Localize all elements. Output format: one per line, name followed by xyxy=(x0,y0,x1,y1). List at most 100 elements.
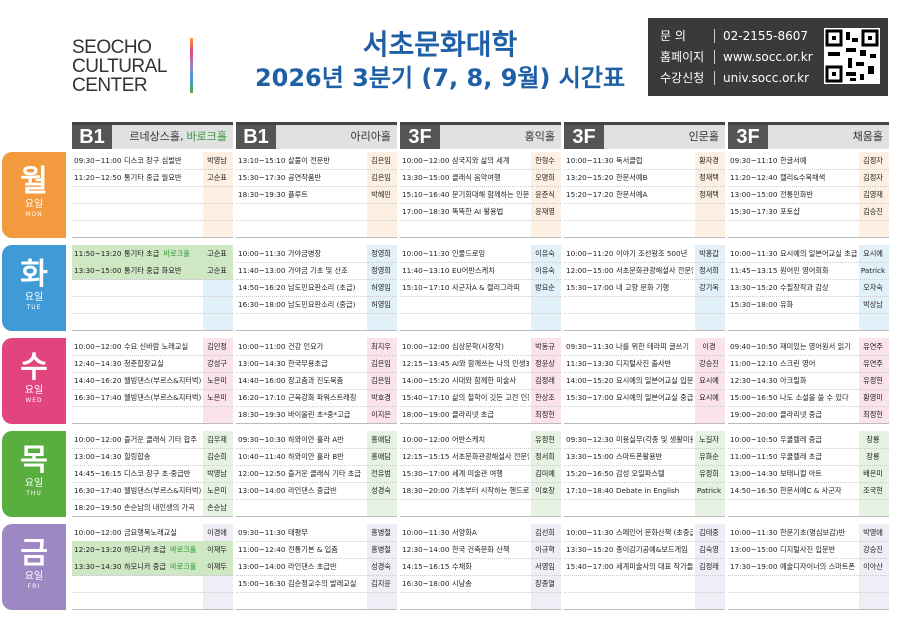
teacher-strip xyxy=(203,152,233,237)
session: 15:40~17:00 세계미술사의 대표 작가들 김정래 xyxy=(564,558,725,576)
day-cell: 10:00~12:00 수요 신바람 노래교실 김민정 12:40~14:30 청춘합창… xyxy=(72,338,233,424)
session: 13:30~15:00 스마트폰활용반 유화순 xyxy=(564,448,725,466)
title-block: 서초문화대학 2026년 3분기 (7, 8, 9월) 시간표 xyxy=(250,28,630,94)
session-title: 아크릴화 xyxy=(780,376,807,385)
session-time: 14:15~16:15 xyxy=(402,562,450,571)
session-teacher: 이아산 xyxy=(863,562,883,571)
session: 10:00~12:00 어반스케치 유정현 xyxy=(400,431,561,449)
session-title-wrap: 스페인어 문화산책 (초중급) xyxy=(616,524,693,541)
session-teacher: 전유범 xyxy=(371,469,391,478)
session-title: 디지털사진 입문반 xyxy=(780,545,836,554)
session-time: 11:40~13:10 xyxy=(402,266,450,275)
session-time: 09:30~10:30 xyxy=(238,435,286,444)
teacher-strip xyxy=(695,524,725,609)
day-label: 금 요일 FRI xyxy=(2,524,66,610)
session-title-wrap: 미용실무(각종 및 생활미용) xyxy=(616,431,693,448)
session-title: 힐링합송 xyxy=(124,452,151,461)
session-time: 15:10~16:40 xyxy=(402,190,450,199)
empty-slot xyxy=(72,279,233,297)
session-title: 웰빙댄스(부르스&지터벅) 초급 xyxy=(124,376,201,385)
session-time: 15:40~17:00 xyxy=(566,562,614,571)
session-teacher: 강기옥 xyxy=(699,283,719,292)
session-title-wrap: 라인댄스 중급반 xyxy=(288,482,365,499)
session-title-wrap: 스크린 영어 xyxy=(780,355,857,372)
session-title: 우쿨렐레 중급 xyxy=(780,435,822,444)
teacher-strip xyxy=(695,431,725,516)
day-cell: 10:00~11:20 이야기 조선왕조 500년 박홍갑 12:00~15:00 서초… xyxy=(564,245,725,331)
session-title-wrap: 서양화A xyxy=(452,524,529,541)
session-title-wrap: 플루트 xyxy=(288,186,365,203)
session: 10:00~11:20 이야기 조선왕조 500년 박홍갑 xyxy=(564,245,725,263)
contact-box: 문 의 02-2155-8607 홈페이지 www.socc.or.kr 수강신청 u… xyxy=(648,18,888,96)
session-time: 09:40~10:50 xyxy=(730,342,778,351)
session-title: 시낭송 xyxy=(452,579,472,588)
session-title: 수채화 xyxy=(452,562,472,571)
session-teacher: 장종열 xyxy=(535,579,555,588)
session-title: 독서클럽 xyxy=(616,156,643,165)
session-title-wrap: 가야금병창 xyxy=(288,245,365,262)
session-teacher: 박홍갑 xyxy=(699,249,719,258)
empty-slot xyxy=(728,592,889,609)
session-title: 전통민화반 xyxy=(780,190,814,199)
teacher-strip xyxy=(695,338,725,423)
session-title-wrap: 원어민 영어회화 xyxy=(780,262,857,279)
session-title-wrap: 손순남의 내인생의 가곡 xyxy=(124,499,201,516)
session-teacher: 박동규 xyxy=(535,342,555,351)
session-title-wrap: AI와 함께쓰는 나의 인생3막 xyxy=(452,355,529,372)
session-title: 요시예의 일본어교실 입문 xyxy=(616,376,693,385)
session-time: 13:30~15:20 xyxy=(730,283,778,292)
session: 15:30~18:00 유화 박상남 xyxy=(728,296,889,314)
session-teacher: 손순남 xyxy=(207,503,227,512)
day-name: 수 xyxy=(20,350,48,385)
session-teacher: 김은임 xyxy=(371,156,391,165)
session: 12:30~14:00 한국 건축문화 산책 이규혁 xyxy=(400,541,561,559)
session-title: 한문서예C & 사군자 xyxy=(780,486,842,495)
session-time: 15:30~17:00 xyxy=(402,469,450,478)
session-title-wrap: 서초문화관광해설사 전문양성과정 xyxy=(452,448,529,465)
session-title-wrap: 이야기 조선왕조 500년 xyxy=(616,245,693,262)
session-teacher: 박영애 xyxy=(863,528,883,537)
session-time: 10:00~12:00 xyxy=(74,528,122,537)
session-title-wrap: 통기타 중급 화요반 xyxy=(124,262,201,279)
day-cell: 10:00~11:30 스페인어 문화산책 (초중급) 김태중 13:30~15:20… xyxy=(564,524,725,610)
session: 13:00~14:30 보태니컬 아트 배은미 xyxy=(728,465,889,483)
session-time: 13:30~15:00 xyxy=(402,173,450,182)
session-teacher: 유정현 xyxy=(863,376,883,385)
session-time: 11:45~13:15 xyxy=(730,266,778,275)
session-teacher: 김지윤 xyxy=(371,579,391,588)
teacher-strip xyxy=(531,338,561,423)
session-title: 클래식 음악여행 xyxy=(452,173,501,182)
session-time: 09:30~11:30 xyxy=(566,342,614,351)
empty-slot xyxy=(236,592,397,609)
session-teacher: 김은임 xyxy=(371,173,391,182)
session-teacher: 윤준식 xyxy=(535,190,555,199)
empty-slot xyxy=(728,575,889,593)
logo-bar xyxy=(190,38,193,93)
session-time: 13:20~15:20 xyxy=(566,173,614,182)
session: 13:00~14:30 힐링합송 김순희 xyxy=(72,448,233,466)
session-time: 10:00~11:30 xyxy=(402,528,450,537)
session-title: 나를 위한 테라피 글쓰기 xyxy=(616,342,689,351)
logo-line: CENTER xyxy=(72,75,148,96)
session: 12:15~13:45 AI와 함께쓰는 나의 인생3막 정윤상 xyxy=(400,355,561,373)
session-time: 16:20~17:10 xyxy=(238,393,286,402)
session: 09:30~11:30 나를 위한 테라피 글쓰기 이경 xyxy=(564,338,725,356)
room-name-text: 아리아홀 xyxy=(350,130,391,143)
session: 10:00~11:30 가야금병창 정영희 xyxy=(236,245,397,263)
session-title-wrap: 김순정교수의 발레교실 xyxy=(288,575,365,592)
session-teacher: 요시예 xyxy=(699,376,719,385)
day-en: WED xyxy=(25,397,43,404)
session: 10:00~12:00 심상문학(시창작) 박동규 xyxy=(400,338,561,356)
session-title: 김순정교수의 발레교실 xyxy=(288,579,357,588)
empty-slot xyxy=(236,220,397,237)
session-teacher: Patrick xyxy=(860,266,886,275)
session-title-wrap: 유화 xyxy=(780,296,857,313)
day-cell: 09:30~11:30 나를 위한 테라피 글쓰기 이경 11:30~13:30 디지털… xyxy=(564,338,725,424)
session: 10:40~11:40 하와이안 훌라 B반 홍애담 xyxy=(236,448,397,466)
session-teacher: 방요순 xyxy=(535,283,555,292)
room-name-text: 인문홀 xyxy=(688,130,719,143)
session: 15:20~17:20 한문서예A 정재택 xyxy=(564,186,725,204)
session: 15:20~16:50 감성 오일파스텔 유정희 xyxy=(564,465,725,483)
session: 13:30~15:00 통기타 중급 화요반 고순표 xyxy=(72,262,233,280)
